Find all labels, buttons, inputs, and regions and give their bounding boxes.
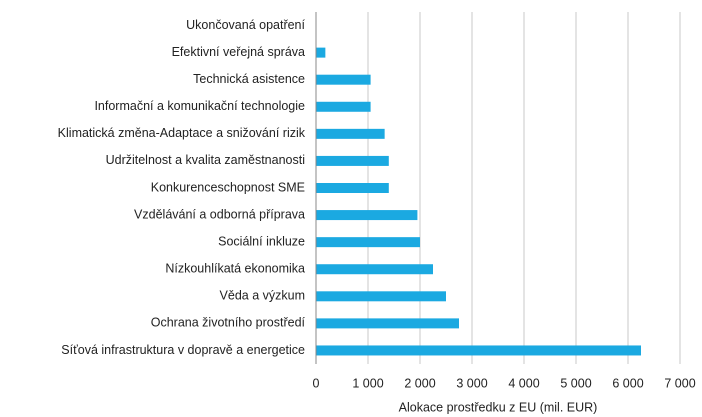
bar (316, 264, 433, 275)
x-tick-label: 3 000 (456, 376, 487, 390)
bar (316, 74, 371, 85)
bar (316, 237, 420, 248)
bar (316, 101, 371, 112)
x-tick-label: 5 000 (560, 376, 591, 390)
y-tick-label: Efektivní veřejná správa (172, 45, 305, 59)
x-tick-label: 4 000 (508, 376, 539, 390)
bar (316, 318, 459, 329)
y-tick-label: Věda a výzkum (220, 289, 305, 303)
y-tick-label: Nízkouhlíkatá ekonomika (165, 262, 305, 276)
bar (316, 47, 326, 58)
x-tick-label: 1 000 (352, 376, 383, 390)
y-tick-label: Udržitelnost a kvalita zaměstnanosti (106, 153, 305, 167)
bar (316, 128, 385, 139)
y-tick-label: Ukončovaná opatření (186, 18, 305, 32)
y-tick-label: Sociální inkluze (218, 234, 305, 248)
bar (316, 345, 641, 356)
bar (316, 291, 446, 302)
y-tick-label: Klimatická změna-Adaptace a snižování ri… (58, 126, 306, 140)
x-tick-label: 7 000 (664, 376, 695, 390)
x-axis-label: Alokace prostředku z EU (mil. EUR) (399, 400, 598, 414)
x-tick-label: 2 000 (404, 376, 435, 390)
y-tick-label: Síťová infrastruktura v dopravě a energe… (61, 343, 305, 357)
y-tick-label: Informační a komunikační technologie (94, 99, 305, 113)
y-tick-label: Konkurenceschopnost SME (151, 180, 305, 194)
bar (316, 210, 418, 221)
bar (316, 155, 389, 166)
y-tick-label: Vzdělávání a odborná příprava (134, 207, 305, 221)
x-tick-label: 0 (313, 376, 320, 390)
bar (316, 183, 389, 193)
y-tick-label: Ochrana životního prostředí (151, 316, 306, 330)
y-tick-label: Technická asistence (193, 72, 305, 86)
x-tick-label: 6 000 (612, 376, 643, 390)
